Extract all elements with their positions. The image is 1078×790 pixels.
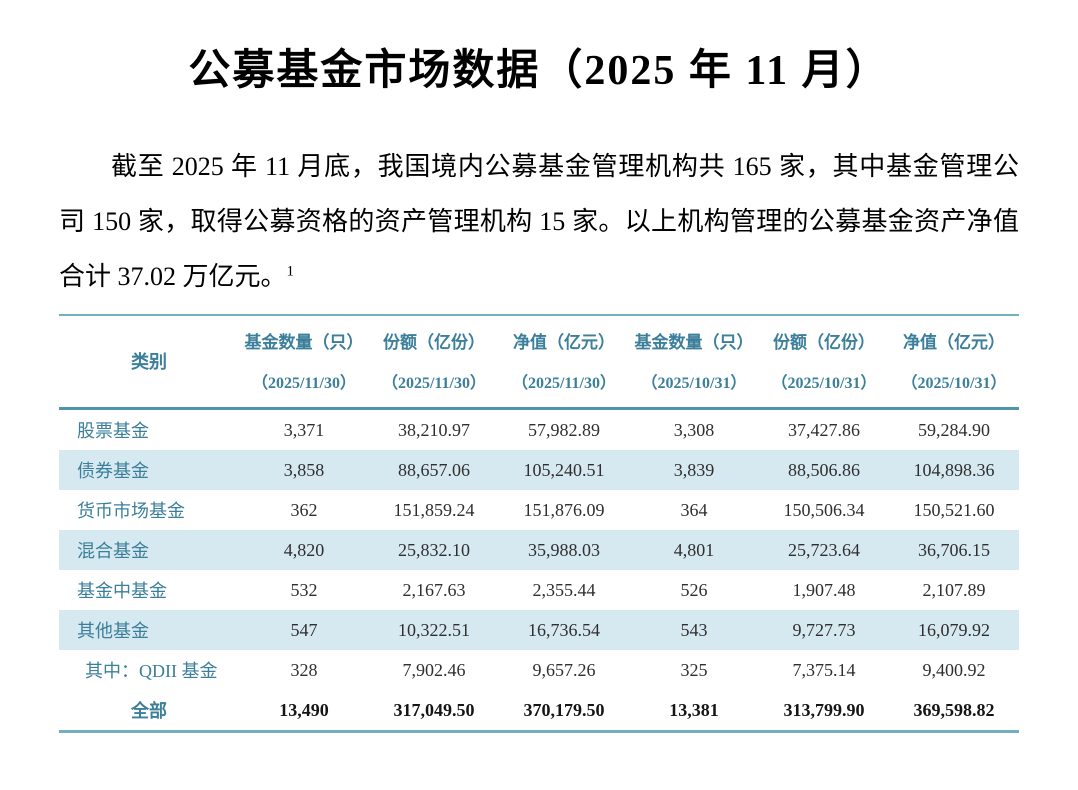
- row-value-cell: 4,820: [283, 539, 325, 560]
- column-header-date: （2025/11/30）: [381, 375, 486, 393]
- row-category-label: 其中：QDII 基金: [85, 661, 218, 682]
- column-header-label: 基金数量（只）: [634, 333, 754, 353]
- row-value-cell: 10,322.51: [398, 619, 470, 640]
- row-value-cell: 317,049.50: [393, 699, 475, 720]
- row-value-cell: 104,898.36: [913, 459, 995, 480]
- row-value-cell: 2,167.63: [402, 579, 466, 600]
- row-value-cell: 13,490: [279, 699, 329, 720]
- row-category-label: 混合基金: [77, 541, 149, 562]
- column-header-label: 份额（亿份）: [773, 333, 875, 353]
- column-header-category: 类别: [59, 315, 239, 411]
- column-header: 份额（亿份） （2025/11/30）: [369, 315, 499, 411]
- row-value-cell: 151,876.09: [523, 499, 605, 520]
- row-value-cell: 543: [680, 619, 708, 640]
- row-value-cell: 9,400.92: [922, 659, 986, 680]
- row-value-cell: 16,079.92: [918, 619, 990, 640]
- row-value-cell: 370,179.50: [523, 699, 605, 720]
- table-row: 股票基金 3,371 38,210.97 57,982.89 3,308 37,427.8…: [59, 409, 1019, 451]
- column-header-date: （2025/10/31）: [901, 375, 1007, 393]
- page-title: 公募基金市场数据（2025 年 11 月）: [188, 48, 890, 94]
- table-row: 基金中基金 532 2,167.63 2,355.44 526 1,907.48 2,107…: [59, 570, 1019, 610]
- row-category-label: 股票基金: [77, 421, 149, 442]
- row-value-cell: 547: [290, 619, 318, 640]
- column-header: 净值（亿元） （2025/10/31）: [889, 315, 1019, 411]
- column-header-label: 净值（亿元）: [513, 333, 615, 353]
- row-value-cell: 1,907.48: [792, 579, 856, 600]
- row-value-cell: 4,801: [673, 539, 715, 560]
- row-value-cell: 88,506.86: [788, 459, 860, 480]
- row-category-label: 债券基金: [77, 461, 149, 482]
- row-value-cell: 13,381: [669, 699, 719, 720]
- row-value-cell: 7,902.46: [402, 659, 466, 680]
- column-header: 净值（亿元） （2025/11/30）: [499, 315, 629, 411]
- table-body: 股票基金 3,371 38,210.97 57,982.89 3,308 37,427.8…: [59, 409, 1019, 732]
- row-category-label: 全部: [131, 701, 167, 722]
- row-value-cell: 151,859.24: [393, 499, 475, 520]
- row-value-cell: 57,982.89: [528, 419, 600, 440]
- row-value-cell: 16,736.54: [528, 619, 600, 640]
- row-category-label: 货币市场基金: [77, 501, 185, 522]
- table-row: 其他基金 547 10,322.51 16,736.54 543 9,727.73 16,0…: [59, 610, 1019, 651]
- row-value-cell: 3,839: [673, 459, 715, 480]
- column-header-label: 份额（亿份）: [383, 333, 485, 353]
- row-value-cell: 35,988.03: [528, 539, 600, 560]
- row-value-cell: 105,240.51: [523, 459, 605, 480]
- fund-data-table: 类别 基金数量（只） （2025/11/30） 份额（亿份） （2025/11/30）…: [59, 314, 1019, 734]
- row-value-cell: 532: [290, 579, 318, 600]
- column-header: 基金数量（只） （2025/11/30）: [239, 315, 369, 411]
- intro-paragraph: 截至 2025 年 11 月底，我国境内公募基金管理机构共 165 家，其中基金…: [59, 139, 1019, 304]
- column-header-date: （2025/11/30）: [511, 375, 616, 393]
- row-value-cell: 364: [680, 499, 708, 520]
- row-value-cell: 328: [290, 659, 318, 680]
- row-value-cell: 325: [680, 659, 708, 680]
- column-header-date: （2025/10/31）: [641, 375, 747, 393]
- column-header-label: 净值（亿元）: [903, 333, 1005, 353]
- column-header: 基金数量（只） （2025/10/31）: [629, 315, 759, 411]
- row-value-cell: 36,706.15: [918, 539, 990, 560]
- row-value-cell: 3,371: [283, 419, 325, 440]
- table-row: 混合基金 4,820 25,832.10 35,988.03 4,801 25,723.6…: [59, 530, 1019, 571]
- row-value-cell: 25,832.10: [398, 539, 470, 560]
- table-header-row: 类别 基金数量（只） （2025/11/30） 份额（亿份） （2025/11/30）…: [59, 315, 1019, 411]
- row-value-cell: 150,506.34: [783, 499, 865, 520]
- table-header: 类别 基金数量（只） （2025/11/30） 份额（亿份） （2025/11/30）…: [59, 315, 1019, 411]
- footnote-ref: 1: [286, 263, 295, 280]
- row-value-cell: 25,723.64: [788, 539, 860, 560]
- row-category-label: 基金中基金: [77, 581, 167, 602]
- row-value-cell: 38,210.97: [398, 419, 470, 440]
- row-value-cell: 9,657.26: [532, 659, 596, 680]
- row-value-cell: 37,427.86: [788, 419, 860, 440]
- table-row: 全部 13,490 317,049.50 370,179.50 13,381 313,79…: [59, 690, 1019, 732]
- row-value-cell: 369,598.82: [913, 699, 995, 720]
- column-header-date: （2025/10/31）: [771, 375, 877, 393]
- row-category-label: 其他基金: [77, 621, 149, 642]
- row-value-cell: 3,858: [283, 459, 325, 480]
- column-header-label: 基金数量（只）: [244, 333, 364, 353]
- row-value-cell: 59,284.90: [918, 419, 990, 440]
- column-header: 份额（亿份） （2025/10/31）: [759, 315, 889, 411]
- row-value-cell: 313,799.90: [783, 699, 865, 720]
- row-value-cell: 88,657.06: [398, 459, 470, 480]
- table-row: 其中：QDII 基金 328 7,902.46 9,657.26 325 7,375.14…: [59, 650, 1019, 690]
- row-value-cell: 150,521.60: [913, 499, 995, 520]
- row-value-cell: 2,107.89: [922, 579, 986, 600]
- row-value-cell: 362: [290, 499, 318, 520]
- row-value-cell: 9,727.73: [792, 619, 856, 640]
- row-value-cell: 2,355.44: [532, 579, 596, 600]
- row-value-cell: 526: [680, 579, 708, 600]
- table-row: 债券基金 3,858 88,657.06 105,240.51 3,839 88,506.…: [59, 450, 1019, 491]
- table-row: 货币市场基金 362 151,859.24 151,876.09 364 150,506.…: [59, 490, 1019, 530]
- row-value-cell: 7,375.14: [792, 659, 856, 680]
- row-value-cell: 3,308: [673, 419, 715, 440]
- column-header-date: （2025/11/30）: [251, 375, 356, 393]
- intro-text: 截至 2025 年 11 月底，我国境内公募基金管理机构共 165 家，其中基金…: [59, 152, 1019, 292]
